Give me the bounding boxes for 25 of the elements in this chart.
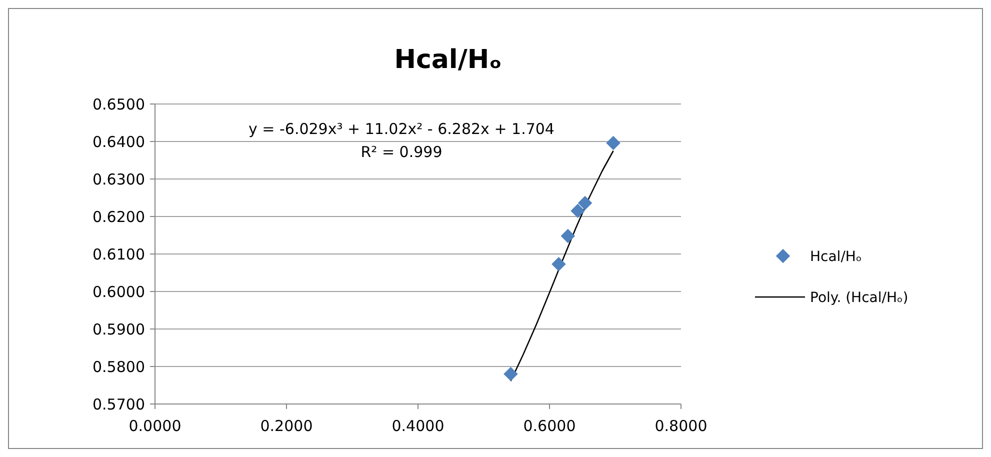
y-tick-label: 0.6400 [92, 132, 145, 151]
y-tick-label: 0.6000 [92, 282, 145, 301]
y-tick-label: 0.6100 [92, 245, 145, 264]
point [606, 136, 620, 150]
legend-label: Hcal/Hₒ [810, 248, 862, 265]
y-tick-label: 0.6500 [92, 95, 145, 114]
x-tick-label: 0.0000 [128, 417, 182, 435]
y-tick-label: 0.5700 [92, 395, 145, 414]
x-tick-label: 0.6000 [523, 417, 576, 435]
x-tick-label: 0.4000 [392, 417, 444, 435]
y-tick-label: 0.6300 [92, 170, 145, 188]
point [560, 228, 576, 244]
x-tick-label: 0.8000 [654, 417, 708, 435]
annotation: R² = 0.999 [360, 143, 442, 161]
point [504, 366, 518, 382]
point [570, 204, 585, 218]
y-tick-label: 0.6200 [92, 208, 145, 226]
point [552, 256, 566, 272]
annotation: y = -6.029x³ + 11.02x² - 6.282x + 1.704 [248, 120, 554, 138]
y-tick-label: 0.5800 [92, 358, 145, 376]
x-tick-label: 0.2000 [260, 417, 313, 435]
legend-label: Poly. (Hcal/Hₒ) [810, 290, 908, 306]
y-tick-label: 0.5900 [92, 320, 145, 338]
chart-title: Hcal/Hₒ [394, 45, 502, 75]
point [578, 196, 592, 210]
